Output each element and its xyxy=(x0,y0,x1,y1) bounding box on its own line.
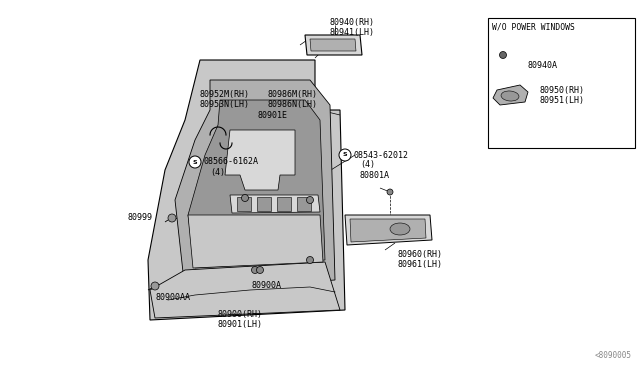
Polygon shape xyxy=(225,130,295,190)
Text: 80960(RH): 80960(RH) xyxy=(398,250,443,260)
Polygon shape xyxy=(175,80,335,290)
Text: 80951(LH): 80951(LH) xyxy=(540,96,585,106)
Polygon shape xyxy=(188,215,323,268)
Text: 80961(LH): 80961(LH) xyxy=(398,260,443,269)
Polygon shape xyxy=(148,60,345,320)
Polygon shape xyxy=(305,35,362,55)
Polygon shape xyxy=(257,197,271,211)
Polygon shape xyxy=(237,197,251,211)
Polygon shape xyxy=(350,219,426,242)
Text: 80900A: 80900A xyxy=(252,280,282,289)
Circle shape xyxy=(168,214,176,222)
Polygon shape xyxy=(277,197,291,211)
Text: 80940(RH): 80940(RH) xyxy=(330,17,375,26)
Text: <8090005: <8090005 xyxy=(595,351,632,360)
Circle shape xyxy=(241,195,248,202)
Text: (4): (4) xyxy=(360,160,375,170)
Circle shape xyxy=(387,189,393,195)
Text: 80953N(LH): 80953N(LH) xyxy=(200,100,250,109)
Polygon shape xyxy=(493,85,528,105)
Text: S: S xyxy=(193,160,197,164)
Text: 80901(LH): 80901(LH) xyxy=(218,321,263,330)
Circle shape xyxy=(151,282,159,290)
Bar xyxy=(488,18,635,148)
Text: 80941(LH): 80941(LH) xyxy=(330,28,375,36)
Text: (4): (4) xyxy=(210,167,225,176)
Text: 80900(RH): 80900(RH) xyxy=(218,311,263,320)
Text: 80940A: 80940A xyxy=(527,61,557,70)
Text: 08566-6162A: 08566-6162A xyxy=(203,157,258,167)
Polygon shape xyxy=(345,215,432,245)
Text: 80999: 80999 xyxy=(127,214,152,222)
Text: 80986M(RH): 80986M(RH) xyxy=(268,90,318,99)
Circle shape xyxy=(257,266,264,273)
Circle shape xyxy=(252,266,259,273)
Polygon shape xyxy=(230,195,320,213)
Circle shape xyxy=(307,257,314,263)
Circle shape xyxy=(339,149,351,161)
Text: 80952M(RH): 80952M(RH) xyxy=(200,90,250,99)
Text: 80901E: 80901E xyxy=(258,110,288,119)
Polygon shape xyxy=(150,262,340,318)
Text: 08543-62012: 08543-62012 xyxy=(353,151,408,160)
Polygon shape xyxy=(188,100,325,268)
Polygon shape xyxy=(310,39,356,51)
Text: 80801A: 80801A xyxy=(360,170,390,180)
Text: S: S xyxy=(342,153,348,157)
Polygon shape xyxy=(297,197,311,211)
Text: W/O POWER WINDOWS: W/O POWER WINDOWS xyxy=(492,22,575,31)
Text: 80900AA: 80900AA xyxy=(155,294,190,302)
Text: 80950(RH): 80950(RH) xyxy=(540,87,585,96)
Circle shape xyxy=(499,51,506,58)
Circle shape xyxy=(189,156,201,168)
Circle shape xyxy=(307,196,314,203)
Ellipse shape xyxy=(390,223,410,235)
Ellipse shape xyxy=(501,91,519,101)
Text: 80986N(LH): 80986N(LH) xyxy=(268,100,318,109)
